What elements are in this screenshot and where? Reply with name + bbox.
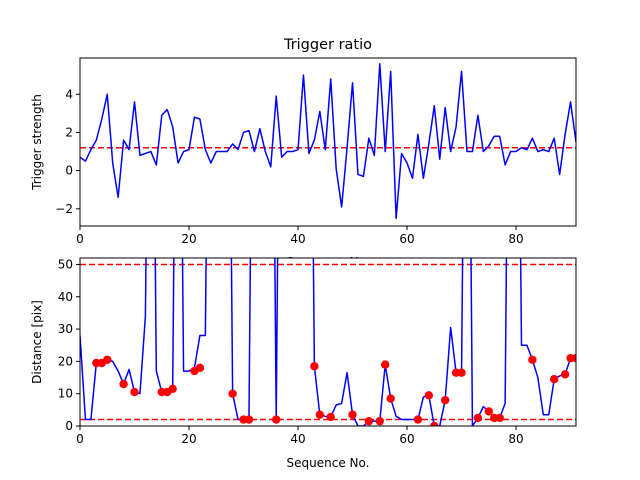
top-chart: Trigger ratio 0 20 40 60 80 −2 0 2 4 Trigger str… (30, 37, 577, 269)
bottom-marker-point (484, 407, 493, 416)
bottom-marker-point (130, 387, 139, 397)
bottom-plot-background (80, 258, 576, 426)
bottom-y-tick-label: 40 (58, 290, 73, 304)
top-y-tick-label: 2 (65, 125, 73, 139)
bottom-marker-point (195, 363, 205, 373)
bottom-y-tick-label: 30 (58, 322, 73, 336)
bottom-x-tick-label: 40 (290, 432, 305, 446)
bottom-marker-point (103, 355, 112, 364)
bottom-x-axis-label: Sequence No. (287, 456, 370, 470)
bottom-plot-frame (79, 257, 577, 427)
bottom-marker-point (549, 374, 559, 384)
bottom-marker-point (315, 410, 325, 419)
bottom-chart: 0 20 40 60 80 0 10 20 30 40 50 Distance [pix] Sequ… (30, 257, 577, 470)
bottom-marker-point (528, 355, 537, 364)
bottom-marker-point (168, 384, 177, 394)
bottom-marker-point (560, 370, 570, 379)
bottom-y-tick-label: 20 (58, 354, 73, 368)
top-y-axis-label: Trigger strength (30, 94, 44, 191)
top-x-tick-label: 40 (290, 232, 305, 246)
bottom-marker-point (326, 412, 335, 422)
bottom-x-tick-label: 80 (508, 432, 523, 446)
top-x-tick-label: 0 (76, 232, 84, 246)
bottom-marker-point (386, 394, 395, 403)
bottom-x-tick-label: 60 (399, 432, 414, 446)
bottom-marker-point (413, 415, 423, 424)
bottom-marker-point (228, 389, 237, 398)
bottom-y-tick-label: 50 (58, 257, 73, 271)
bottom-y-tick-label: 10 (58, 387, 73, 401)
bottom-marker-point (272, 415, 281, 424)
bottom-marker-point (473, 413, 483, 423)
bottom-marker-point (571, 353, 576, 363)
top-chart-title: Trigger ratio (283, 37, 372, 53)
bottom-x-tick-label: 20 (181, 432, 196, 446)
bottom-y-axis-label: Distance [pix] (30, 300, 44, 384)
bottom-marker-point (495, 413, 504, 423)
bottom-marker-point (348, 410, 357, 419)
bottom-marker-point (119, 379, 128, 389)
bottom-marker-point (457, 368, 466, 377)
bottom-marker-point (381, 360, 390, 369)
top-x-tick-label: 20 (181, 232, 196, 246)
bottom-y-tick-label: 0 (65, 419, 73, 433)
top-series-line (80, 62, 576, 220)
bottom-marker-point (244, 415, 254, 424)
top-y-tick-label: 0 (65, 164, 73, 178)
bottom-marker-point (310, 362, 319, 371)
top-plot-frame (79, 57, 577, 227)
top-y-tick-label: −2 (55, 202, 73, 216)
top-plot-background (80, 58, 576, 226)
top-x-tick-label: 60 (399, 232, 414, 246)
bottom-x-tick-label: 0 (76, 432, 84, 446)
bottom-marker-point (440, 395, 450, 405)
bottom-marker-point (430, 421, 439, 426)
top-x-tick-label: 80 (508, 232, 523, 246)
bottom-marker-point (375, 416, 384, 426)
bottom-marker-point (364, 416, 374, 426)
top-y-tick-label: 4 (65, 87, 73, 101)
bottom-marker-point (424, 391, 434, 400)
